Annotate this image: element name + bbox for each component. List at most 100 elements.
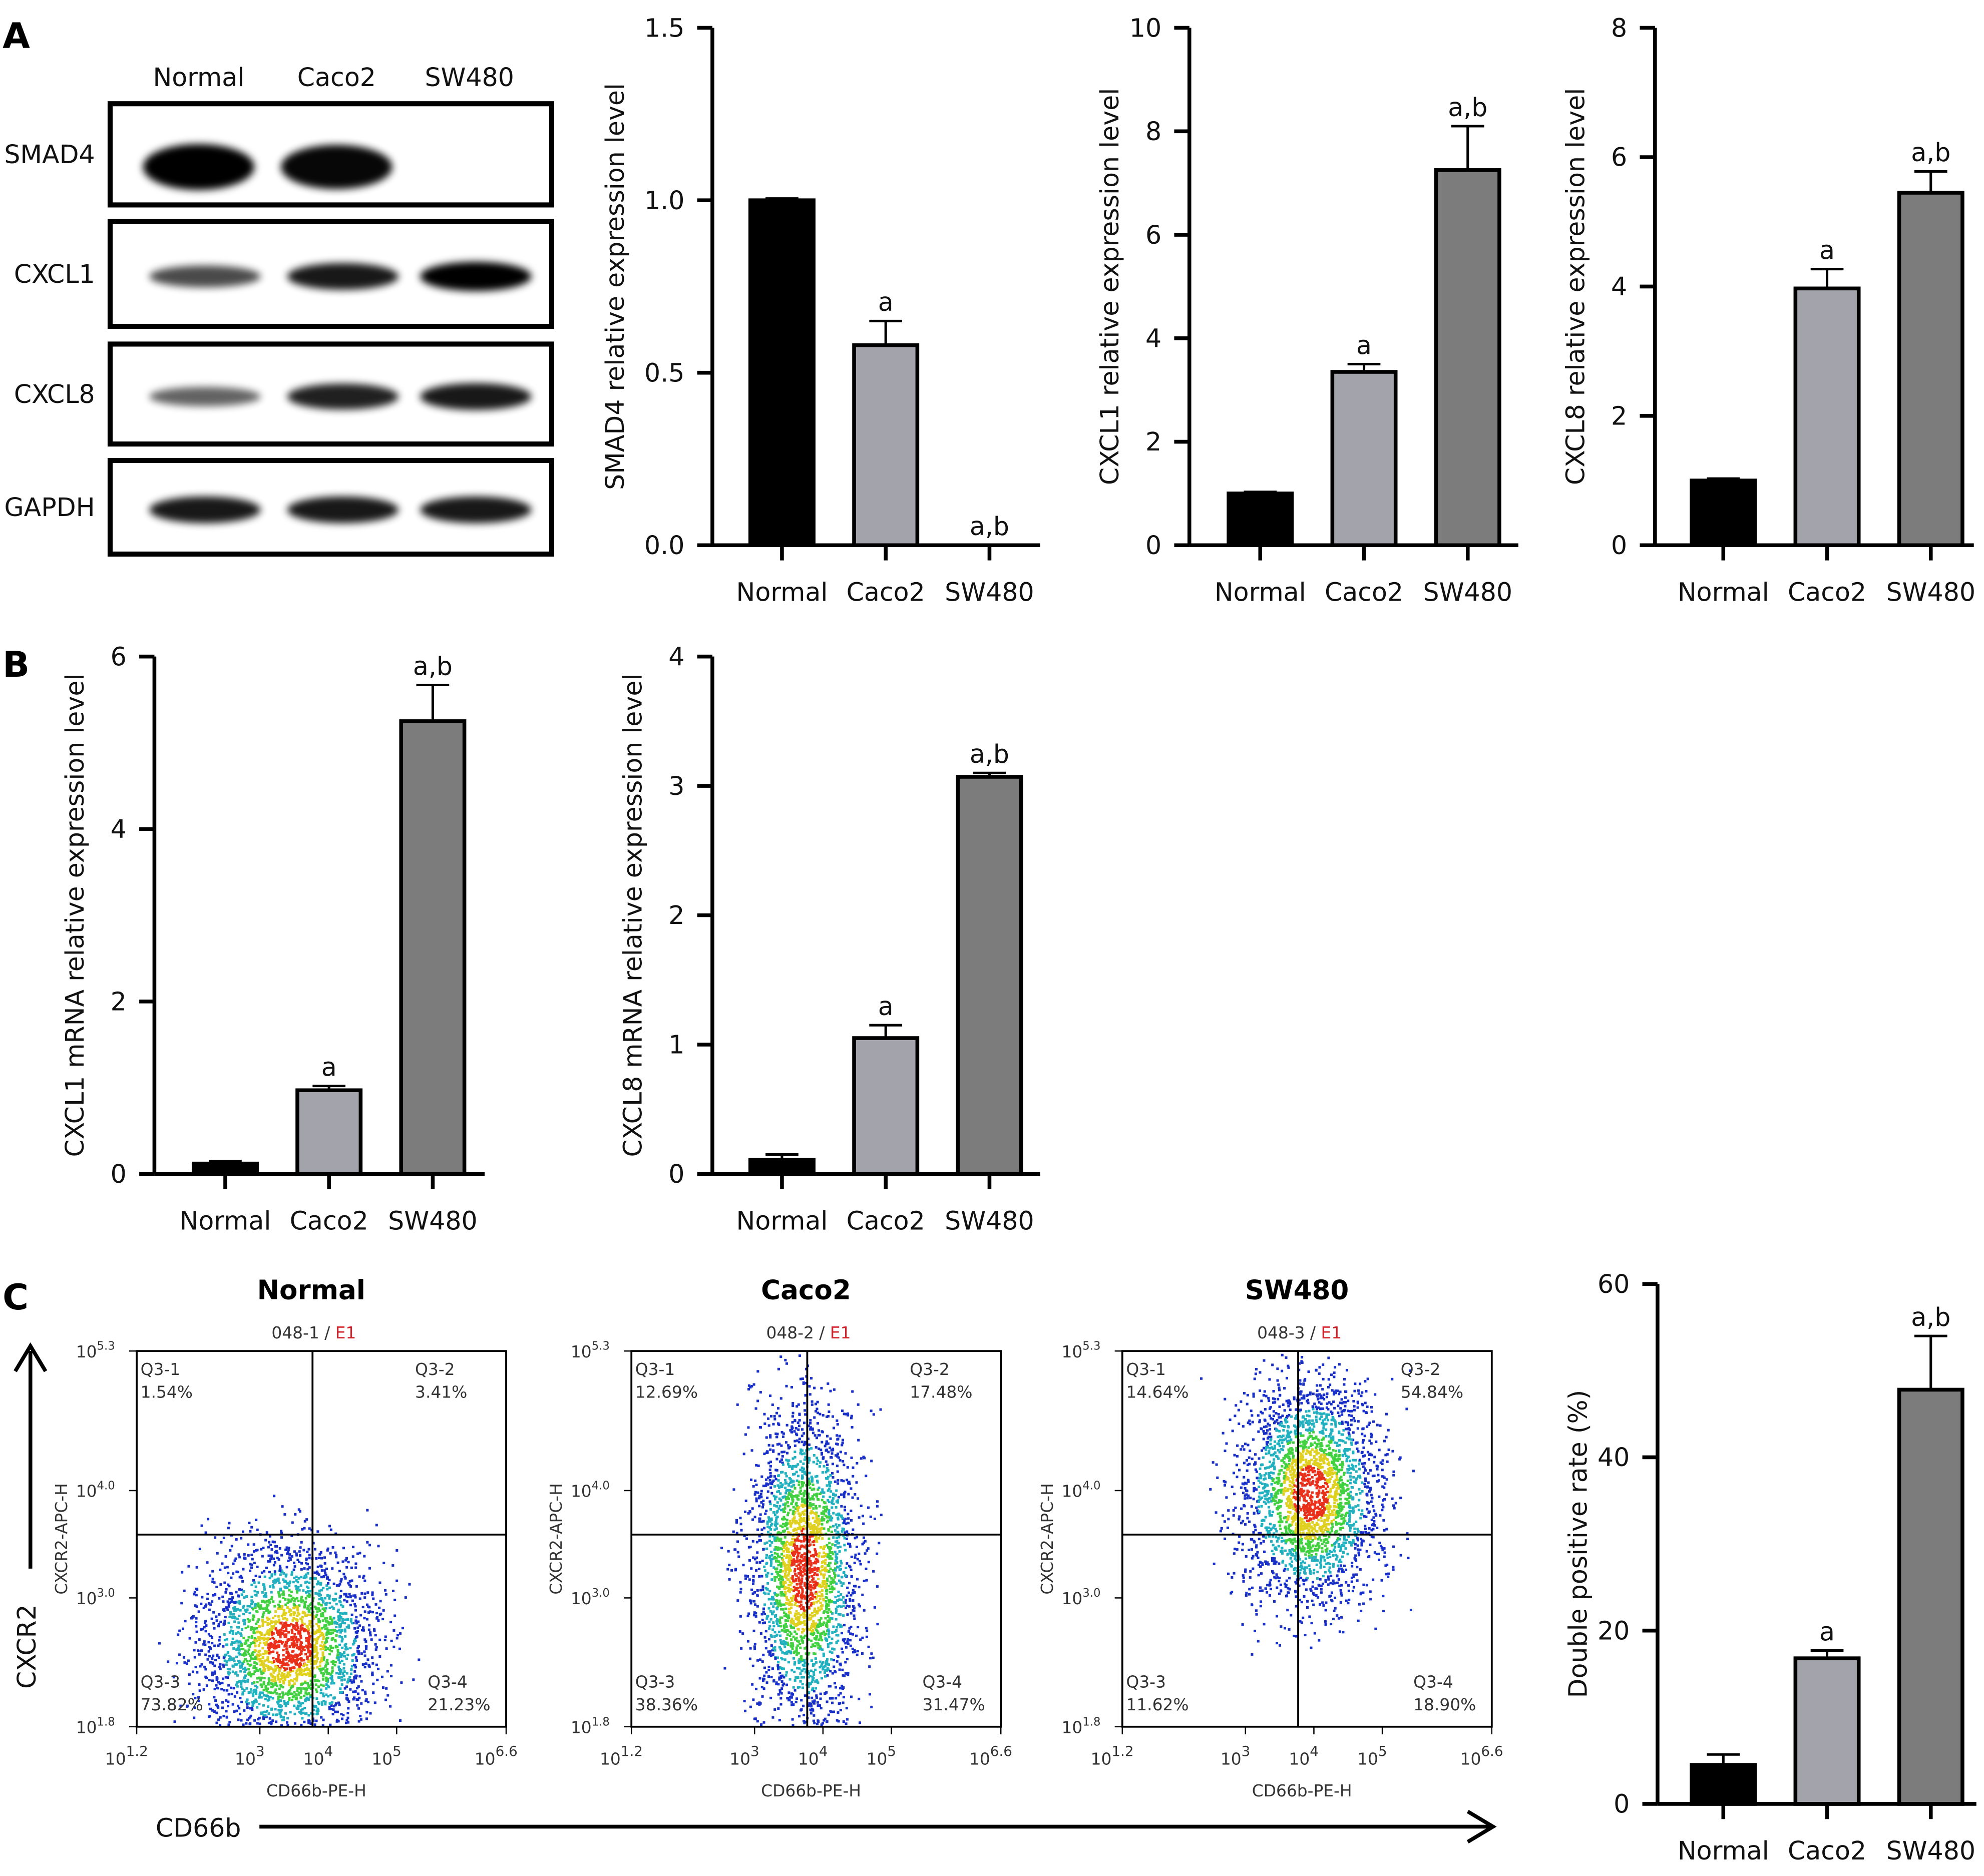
scatter-point	[819, 1570, 822, 1573]
scatter-point	[355, 1635, 358, 1638]
scatter-point	[254, 1606, 257, 1609]
scatter-point	[770, 1554, 773, 1557]
scatter-point	[319, 1594, 322, 1597]
scatter-point	[289, 1614, 292, 1617]
scatter-point	[307, 1698, 310, 1701]
scatter-point	[759, 1391, 762, 1394]
scatter-point	[304, 1663, 307, 1666]
scatter-point	[813, 1622, 816, 1625]
scatter-point	[811, 1488, 814, 1491]
scatter-point	[766, 1483, 769, 1486]
scatter-point	[303, 1527, 306, 1530]
scatter-point	[203, 1621, 207, 1624]
scatter-point	[760, 1686, 763, 1689]
scatter-point	[243, 1670, 246, 1673]
scatter-point	[158, 1642, 161, 1645]
scatter-point	[824, 1559, 827, 1562]
scatter-point	[795, 1599, 798, 1602]
scatter-point	[832, 1578, 835, 1581]
scatter-point	[318, 1594, 321, 1597]
scatter-point	[804, 1563, 807, 1566]
scatter-point	[821, 1537, 824, 1540]
scatter-point	[781, 1518, 784, 1521]
scatter-point	[289, 1609, 292, 1612]
scatter-point	[306, 1637, 309, 1640]
scatter-point	[823, 1671, 826, 1674]
scatter-point	[815, 1402, 818, 1405]
scatter-point	[811, 1696, 814, 1699]
scatter-point	[260, 1548, 263, 1551]
scatter-point	[271, 1645, 274, 1648]
scatter-point	[277, 1607, 280, 1610]
scatter-point	[753, 1647, 756, 1650]
scatter-point	[854, 1537, 857, 1540]
scatter-point	[780, 1629, 783, 1632]
scatter-point	[834, 1544, 837, 1547]
blot-row-label: GAPDH	[5, 493, 95, 522]
scatter-point	[775, 1682, 778, 1685]
scatter-point	[820, 1707, 823, 1710]
scatter-point	[300, 1650, 303, 1653]
scatter-point	[320, 1657, 323, 1660]
y-tick-label: 101.8	[76, 1715, 115, 1737]
scatter-point	[737, 1555, 740, 1558]
scatter-point	[205, 1603, 208, 1606]
scatter-point	[273, 1495, 276, 1498]
scatter-point	[299, 1657, 302, 1660]
scatter-point	[786, 1619, 789, 1622]
scatter-point	[836, 1719, 839, 1722]
scatter-point	[375, 1612, 378, 1615]
scatter-point	[840, 1479, 843, 1482]
scatter-point	[320, 1612, 323, 1615]
scatter-point	[231, 1637, 234, 1640]
y-tick-label: 1	[668, 1030, 684, 1060]
scatter-point	[278, 1687, 281, 1690]
scatter-point	[830, 1577, 833, 1580]
scatter-point	[791, 1427, 794, 1430]
scatter-point	[827, 1643, 830, 1646]
scatter-point	[301, 1622, 304, 1625]
y-tick-label: 0	[111, 1159, 127, 1189]
scatter-point	[735, 1532, 738, 1535]
scatter-point	[837, 1623, 840, 1626]
scatter-point	[815, 1437, 818, 1440]
scatter-point	[777, 1453, 780, 1456]
scatter-point	[365, 1711, 368, 1714]
scatter-point	[819, 1704, 822, 1707]
scatter-point	[323, 1610, 326, 1613]
scatter-point	[389, 1621, 392, 1624]
scatter-point	[354, 1690, 357, 1693]
scatter-point	[236, 1647, 239, 1650]
scatter-point	[333, 1629, 336, 1632]
scatter-point	[784, 1613, 787, 1616]
scatter-point	[860, 1504, 863, 1508]
scatter-point	[801, 1658, 804, 1661]
scatter-point	[793, 1670, 796, 1673]
scatter-point	[823, 1719, 826, 1722]
scatter-point	[304, 1600, 307, 1603]
scatter-point	[299, 1632, 302, 1635]
scatter-point	[809, 1522, 812, 1525]
scatter-point	[802, 1469, 805, 1472]
scatter-point	[808, 1638, 811, 1641]
scatter-point	[328, 1586, 331, 1589]
scatter-point	[213, 1670, 216, 1673]
scatter-point	[834, 1562, 837, 1565]
scatter-point	[193, 1716, 196, 1719]
scatter-point	[272, 1564, 275, 1567]
scatter-point	[850, 1456, 853, 1460]
scatter-point	[378, 1613, 381, 1616]
scatter-point	[197, 1610, 200, 1613]
scatter-point	[270, 1598, 273, 1601]
scatter-point	[773, 1548, 776, 1551]
scatter-point	[298, 1550, 301, 1553]
scatter-point	[844, 1661, 847, 1664]
scatter-point	[272, 1713, 275, 1716]
scatter-point	[301, 1702, 304, 1705]
scatter-point	[192, 1693, 195, 1696]
scatter-point	[837, 1482, 840, 1485]
scatter-point	[354, 1609, 357, 1612]
scatter-point	[315, 1660, 318, 1663]
scatter-point	[375, 1663, 378, 1666]
flow-plot-title: Caco2	[761, 1275, 851, 1306]
